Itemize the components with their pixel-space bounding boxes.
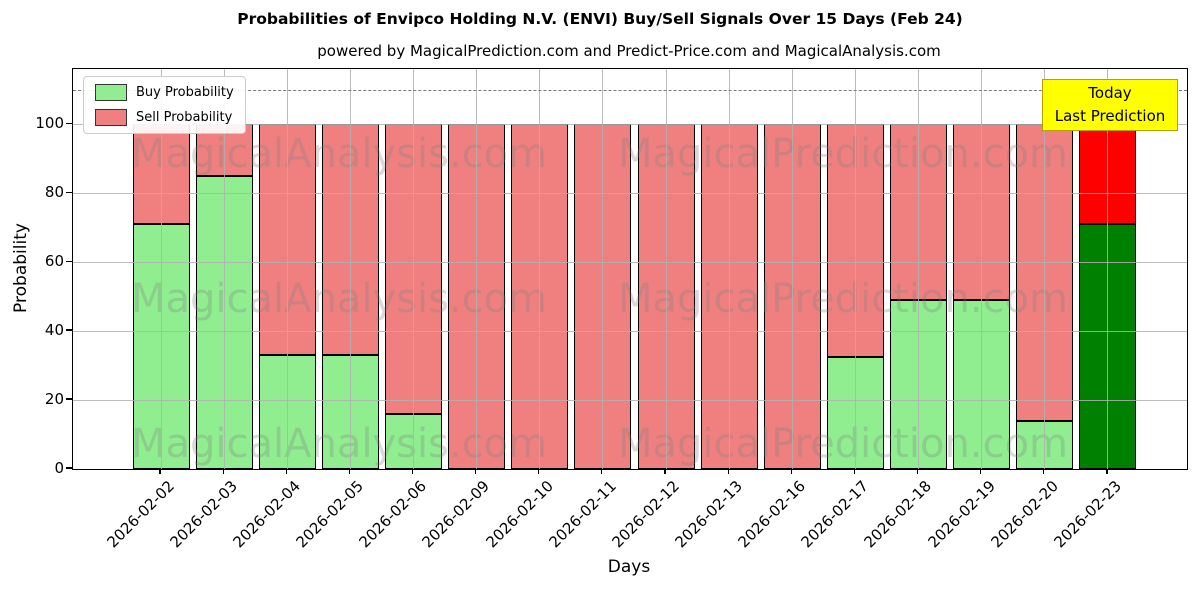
watermark-text: MagicalAnalysis.com [131,421,548,467]
watermark-text: MagicalPrediction.com [618,276,1068,322]
x-tick-mark [538,469,540,474]
legend-label-buy: Buy Probability [136,85,234,100]
vertical-gridline [602,69,604,469]
x-tick-label-text: 2026-02-12 [608,477,683,552]
chart-title: Probabilities of Envipco Holding N.V. (E… [237,10,963,28]
vertical-gridline [665,69,667,469]
y-tick-label: 20 [44,390,64,409]
today-annotation-line2: Last Prediction [1054,107,1166,125]
x-tick-label-text: 2026-02-18 [860,477,936,552]
vertical-gridline [349,69,351,469]
y-tick-mark [66,260,72,262]
y-tick-mark [66,329,72,331]
horizontal-gridline [73,400,1187,402]
x-tick-label-text: 2026-02-06 [355,477,431,552]
vertical-gridline [160,69,162,469]
plot-area: MagicalAnalysis.com MagicalPrediction.com… [72,68,1188,470]
y-tick-label: 100 [35,114,64,133]
x-tick-label-text: 2026-02-17 [797,477,873,552]
x-tick-mark [601,469,603,474]
sell-swatch [95,109,127,126]
x-axis-label: Days [607,557,651,577]
threshold-dashed-line [73,89,1187,91]
today-annotation-line1: Today [1088,84,1132,102]
x-tick-mark [1043,469,1045,474]
vertical-gridline [1044,69,1046,469]
y-tick-mark [66,467,72,469]
x-tick-mark [411,469,414,474]
y-tick-label: 60 [44,252,64,271]
vertical-gridline [1107,69,1109,469]
x-tick-label-text: 2026-02-16 [734,477,810,552]
x-tick-mark [916,469,919,474]
x-tick-label-text: 2026-02-04 [229,477,304,552]
x-tick-mark [664,469,666,474]
horizontal-gridline [73,124,1187,126]
x-tick-mark [159,469,161,474]
x-tick-mark [1106,469,1108,474]
chart-subtitle: powered by MagicalPrediction.com and Pre… [317,42,941,60]
x-tick-label-text: 2026-02-05 [292,477,368,552]
x-tick-label-text: 2026-02-10 [482,477,557,552]
buy-swatch [95,84,127,101]
x-tick-label-text: 2026-02-11 [545,477,620,552]
watermark-text: MagicalPrediction.com [618,131,1068,177]
legend: Buy Probability Sell Probability [83,76,246,134]
horizontal-gridline [73,193,1187,195]
x-tick-mark [475,469,477,474]
x-tick-mark [285,469,287,474]
y-tick-mark [66,398,72,400]
vertical-gridline [539,69,541,469]
x-tick-label-text: 2026-02-19 [924,477,999,552]
vertical-gridline [918,69,920,469]
x-tick-mark [790,469,792,474]
watermark-text: MagicalAnalysis.com [131,276,548,322]
watermark-text: MagicalPrediction.com [618,421,1068,467]
y-tick-mark [66,191,72,193]
horizontal-gridline [73,331,1187,333]
vertical-gridline [981,69,983,469]
y-tick-mark [66,122,72,124]
x-tick-mark [853,469,856,474]
x-tick-mark [348,469,350,474]
x-tick-label-text: 2026-02-13 [671,477,746,552]
x-tick-mark [980,469,982,474]
legend-item-sell: Sell Probability [95,109,234,126]
legend-label-sell: Sell Probability [136,110,233,125]
y-tick-label: 40 [44,321,64,340]
x-tick-mark [222,469,224,474]
vertical-gridline [223,69,225,469]
vertical-gridline [286,69,288,469]
x-tick-label-text: 2026-02-02 [103,477,178,552]
x-tick-label-text: 2026-02-03 [166,477,241,552]
legend-item-buy: Buy Probability [95,84,234,101]
horizontal-gridline [73,262,1187,264]
x-tick-label-text: 2026-02-09 [418,477,494,552]
vertical-gridline [413,69,415,469]
x-tick-label-text: 2026-02-23 [1050,477,1125,552]
watermark-text: MagicalAnalysis.com [131,131,548,177]
vertical-gridline [476,69,478,469]
y-tick-label: 0 [54,459,64,477]
y-tick-label: 80 [44,183,64,202]
vertical-gridline [791,69,793,469]
today-annotation: Today Last Prediction [1042,79,1178,131]
vertical-gridline [728,69,730,469]
x-tick-mark [727,469,729,474]
vertical-gridline [854,69,856,469]
